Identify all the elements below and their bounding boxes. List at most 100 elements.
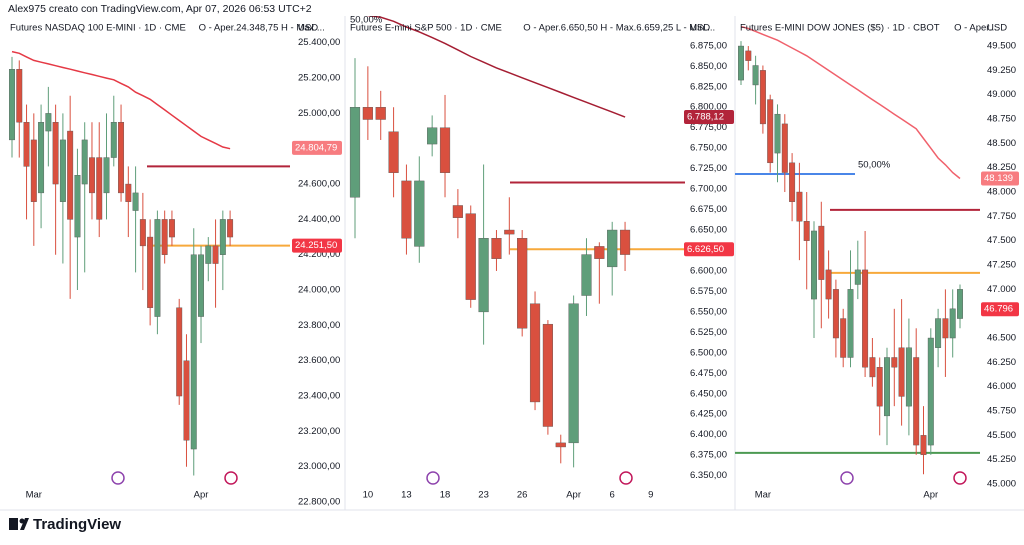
candle-body: [555, 442, 566, 448]
candle-body: [198, 254, 204, 317]
candle-body: [796, 191, 803, 222]
candle-body: [205, 245, 212, 264]
y-tick-label: 45.250: [987, 454, 1016, 465]
y-tick-label: 45.750: [987, 406, 1016, 417]
y-tick-label: 6.475,00: [690, 368, 727, 379]
y-tick-label: 48.000: [987, 187, 1016, 198]
y-tick-label: 25.000,00: [298, 108, 340, 119]
event-icon[interactable]: [840, 471, 854, 485]
x-tick-label: Apr: [566, 490, 581, 501]
chart-title: Futures E-mini S&P 500 · 1D · CME: [350, 23, 502, 34]
y-tick-label: 6.825,00: [690, 81, 727, 92]
candle-body: [110, 122, 117, 158]
candle-body: [942, 318, 949, 339]
candle-body: [362, 107, 373, 120]
candle-body: [891, 357, 898, 368]
event-icon[interactable]: [224, 471, 238, 485]
y-tick-label: 25.400,00: [298, 37, 340, 48]
y-tick-label: 47.250: [987, 260, 1016, 271]
candle-body: [862, 269, 869, 368]
price-label: 6.788,12: [687, 111, 724, 122]
candle-body: [52, 122, 59, 185]
event-icon[interactable]: [619, 471, 633, 485]
y-tick-label: 6.675,00: [690, 204, 727, 215]
y-tick-label: 23.400,00: [298, 391, 340, 402]
y-tick-label: 46.250: [987, 357, 1016, 368]
event-icon[interactable]: [426, 471, 440, 485]
x-tick-label: Apr: [194, 490, 209, 501]
candle-body: [491, 238, 502, 259]
y-tick-label: 23.600,00: [298, 355, 340, 366]
event-icon[interactable]: [953, 471, 967, 485]
price-label-box: [292, 140, 342, 155]
candle-body: [825, 269, 832, 300]
plot-area: [9, 50, 290, 476]
x-tick-label: Mar: [26, 490, 42, 501]
y-tick-label: 6.725,00: [690, 163, 727, 174]
y-tick-label: 6.350,00: [690, 470, 727, 481]
candle-body: [375, 107, 386, 120]
candle-body: [581, 254, 592, 296]
y-tick-label: 6.500,00: [690, 347, 727, 358]
candle-body: [504, 229, 515, 235]
candle-body: [759, 70, 766, 125]
moving-average: [740, 25, 961, 180]
y-tick-label: 47.500: [987, 235, 1016, 246]
candle-body: [774, 113, 781, 154]
y-tick-label: 49.000: [987, 89, 1016, 100]
candle-body: [38, 122, 45, 194]
y-tick-label: 6.600,00: [690, 265, 727, 276]
y-tick-label: 46.000: [987, 381, 1016, 392]
candle-body: [9, 69, 15, 141]
y-tick-label: 6.525,00: [690, 327, 727, 338]
candle-body: [118, 122, 125, 194]
y-tick-label: 6.775,00: [690, 122, 727, 133]
price-label: 46.796: [984, 304, 1013, 315]
axis-unit: USD: [690, 23, 710, 34]
logo-mark: [9, 518, 18, 530]
candle-body: [811, 230, 817, 300]
y-tick-label: 6.425,00: [690, 409, 727, 420]
candle-body: [103, 157, 110, 194]
price-label-box: [292, 238, 342, 253]
price-label-box: [684, 109, 734, 124]
axis-unit: USD: [987, 23, 1007, 34]
candle-body: [913, 357, 920, 446]
fib-label: 50,00%: [350, 15, 383, 26]
candle-body: [227, 219, 234, 238]
y-tick-label: 23.200,00: [298, 426, 340, 437]
candle-body: [147, 236, 154, 308]
candle-body: [439, 127, 451, 173]
y-tick-label: 23.800,00: [298, 320, 340, 331]
y-tick-label: 24.600,00: [298, 179, 340, 190]
y-tick-label: 45.500: [987, 430, 1016, 441]
candle-body: [176, 307, 183, 397]
ohlc-legend: O - Aper.6.650,50 H - Max.6.659,25 L - M…: [523, 23, 715, 34]
candle-body: [818, 225, 825, 280]
y-tick-label: 49.500: [987, 41, 1016, 52]
axis-unit: USD: [298, 23, 318, 34]
candle-body: [183, 360, 190, 441]
candle-body: [607, 229, 618, 268]
candle-body: [594, 246, 605, 259]
candle-body: [161, 219, 168, 255]
candle-body: [349, 107, 361, 198]
event-icon[interactable]: [111, 471, 125, 485]
x-tick-label: 26: [517, 490, 528, 501]
y-tick-label: 24.000,00: [298, 285, 340, 296]
candle-body: [427, 127, 438, 145]
x-tick-label: 9: [648, 490, 653, 501]
candle-body: [168, 219, 175, 238]
y-tick-label: 6.375,00: [690, 450, 727, 461]
y-tick-label: 6.575,00: [690, 286, 727, 297]
y-tick-label: 6.750,00: [690, 143, 727, 154]
candle-body: [738, 45, 744, 81]
y-tick-label: 6.650,00: [690, 225, 727, 236]
candle-body: [414, 180, 425, 247]
y-tick-label: 45.000: [987, 479, 1016, 490]
footer-brand: TradingView: [33, 516, 121, 533]
candle-body: [212, 245, 219, 264]
y-tick-label: 6.550,00: [690, 306, 727, 317]
y-tick-label: 49.250: [987, 65, 1016, 76]
candle-body: [89, 157, 95, 194]
